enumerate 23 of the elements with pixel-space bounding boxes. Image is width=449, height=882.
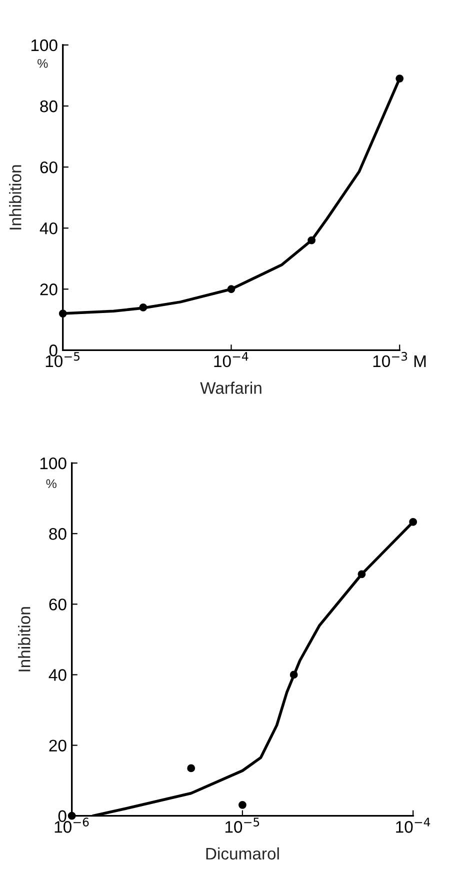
y-axis-title: Inhibition: [9, 165, 22, 230]
y-tick-label: 80: [40, 100, 58, 112]
y-tick-label: 100: [40, 457, 66, 470]
point: [227, 285, 236, 294]
x-tick-label: 10$^{−4}$: [214, 352, 248, 368]
y-tick-label: 60: [40, 161, 58, 174]
x-axis-title: Dicumarol: [206, 847, 279, 860]
y-tick-label: 40: [40, 222, 58, 234]
x-tick-label: 10$^{−5}$: [225, 818, 260, 833]
y-tick-label: 20: [49, 740, 66, 752]
point: [396, 74, 404, 83]
x-axis-title: Warfarin: [200, 382, 262, 394]
y-tick-label: 80: [49, 528, 66, 540]
y-tick-label: 20: [40, 284, 58, 296]
text: %: [38, 59, 48, 68]
y-axis-title: Inhibition: [18, 607, 30, 672]
y-tick-label: 100: [31, 39, 58, 52]
x-tick-label: 10$^{−3}$ M: [373, 352, 426, 368]
y-tick-label: 40: [48, 669, 66, 681]
y-tick-label: 60: [49, 598, 66, 610]
text: %: [46, 479, 56, 488]
point: [58, 310, 67, 318]
x-tick-label: 10$^{−4}$: [396, 818, 430, 833]
